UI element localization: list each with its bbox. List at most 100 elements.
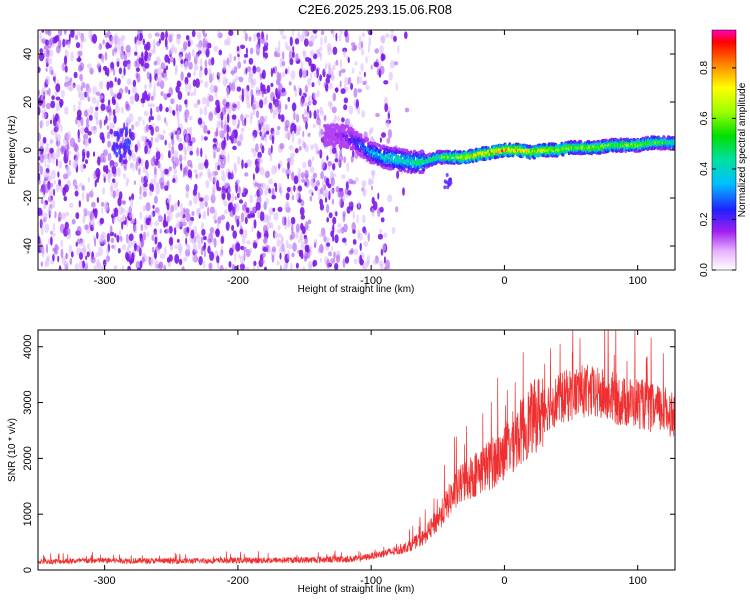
spectrogram-speckle bbox=[134, 51, 138, 56]
spectrogram-speckle bbox=[259, 195, 262, 205]
spectrogram-speckle bbox=[300, 60, 304, 71]
spectrogram-speckle bbox=[167, 32, 170, 39]
spectrogram-speckle bbox=[95, 167, 101, 178]
spectrogram-blob bbox=[128, 139, 131, 146]
spectrogram-speckle bbox=[244, 266, 250, 270]
spectrogram-speckle bbox=[261, 182, 266, 189]
spectrogram-speckle bbox=[307, 78, 312, 87]
spectrogram-speckle bbox=[90, 125, 94, 132]
spectrogram-speckle bbox=[226, 36, 231, 46]
spectrogram-speckle bbox=[116, 60, 120, 67]
spectrogram-speckle bbox=[280, 114, 285, 123]
spectrogram-speckle bbox=[54, 91, 58, 96]
spectrogram-speckle bbox=[148, 191, 153, 196]
spectrogram-speckle bbox=[216, 120, 221, 130]
spectrogram-speckle bbox=[167, 214, 170, 224]
spectrogram-speckle bbox=[140, 237, 144, 248]
spectrogram-speckle bbox=[208, 112, 214, 122]
spectrogram-speckle bbox=[128, 89, 131, 95]
spectrogram-speckle bbox=[172, 109, 176, 115]
spectrogram-speckle bbox=[277, 224, 281, 231]
spectrogram-speckle bbox=[249, 112, 253, 120]
spectrogram-speckle bbox=[128, 258, 134, 264]
spectrogram-speckle bbox=[256, 211, 261, 219]
spectrogram-speckle bbox=[144, 159, 149, 170]
spectrogram-speckle bbox=[255, 110, 260, 119]
spectrogram-speckle bbox=[80, 163, 84, 173]
spectrogram-speckle bbox=[237, 140, 242, 147]
spectrogram-speckle bbox=[317, 150, 322, 155]
spectrogram-speckle bbox=[214, 219, 218, 224]
spectrogram-speckle bbox=[333, 251, 336, 260]
spectrogram-speckle bbox=[302, 30, 308, 39]
spectrogram-speckle bbox=[329, 188, 334, 196]
spectrogram-blob bbox=[115, 130, 119, 137]
spectrogram-speckle bbox=[304, 181, 307, 187]
spectrogram-speckle bbox=[81, 37, 86, 43]
spectrogram-speckle bbox=[153, 175, 157, 186]
spectrogram-speckle bbox=[85, 159, 88, 165]
spectrogram-speckle bbox=[154, 32, 160, 37]
spectrogram-speckle bbox=[107, 140, 112, 148]
spectrogram-speckle bbox=[78, 200, 82, 208]
spectrogram-speckle bbox=[123, 122, 126, 131]
spectrogram-marks bbox=[38, 30, 675, 270]
spectrogram-speckle bbox=[243, 211, 248, 218]
spectrogram-speckle bbox=[140, 176, 145, 184]
spectrogram-speckle bbox=[68, 244, 72, 254]
spectrogram-speckle bbox=[288, 81, 292, 86]
spectrogram-speckle bbox=[122, 244, 126, 251]
spectrogram-speckle bbox=[395, 82, 398, 92]
spectrogram-speckle bbox=[64, 106, 69, 115]
spectrogram-speckle bbox=[239, 44, 246, 49]
spectrogram-speckle bbox=[60, 64, 63, 70]
spectrogram-speckle bbox=[241, 159, 244, 170]
spectrogram-speckle bbox=[274, 106, 279, 116]
spectrogram-speckle bbox=[369, 179, 375, 185]
spectrogram-ridge-point bbox=[413, 149, 416, 154]
spectrogram-speckle bbox=[207, 238, 213, 243]
spectrogram-speckle bbox=[240, 127, 245, 133]
spectrogram-speckle bbox=[180, 71, 184, 81]
spectrogram-speckle bbox=[231, 81, 236, 92]
spectrogram-speckle bbox=[276, 88, 281, 95]
spectrogram-speckle bbox=[172, 178, 176, 183]
spectrogram-speckle bbox=[263, 97, 267, 106]
spectrogram-speckle bbox=[137, 267, 141, 270]
spectrogram-speckle bbox=[387, 119, 390, 129]
spectrogram-speckle bbox=[237, 61, 242, 69]
spectrogram-speckle bbox=[246, 102, 251, 109]
spectrogram-speckle bbox=[134, 84, 137, 94]
spectrogram-speckle bbox=[151, 103, 155, 108]
spectrogram-speckle bbox=[220, 120, 224, 130]
spectrogram-speckle bbox=[295, 223, 300, 233]
spectrogram-speckle bbox=[236, 156, 241, 165]
spectrogram-speckle bbox=[58, 30, 63, 37]
spectrogram-speckle bbox=[367, 232, 370, 242]
spectrogram-speckle bbox=[319, 106, 323, 113]
spectrogram-speckle bbox=[243, 251, 246, 262]
spectrogram-speckle bbox=[76, 225, 82, 236]
spectrogram-speckle bbox=[175, 103, 179, 112]
spectrogram-speckle bbox=[287, 173, 290, 180]
spectrogram-blob bbox=[118, 149, 122, 155]
spectrogram-speckle bbox=[338, 198, 342, 207]
spectrogram-speckle bbox=[353, 248, 359, 256]
spectrogram-speckle bbox=[334, 234, 339, 244]
spectrogram-speckle bbox=[126, 210, 129, 217]
spectrogram-speckle bbox=[271, 194, 277, 200]
spectrogram-speckle bbox=[289, 234, 293, 241]
spectrogram-speckle bbox=[106, 106, 110, 113]
spectrogram-speckle bbox=[253, 32, 256, 43]
spectrogram-speckle bbox=[137, 31, 140, 40]
spectrogram-speckle bbox=[297, 167, 302, 178]
spectrogram-speckle bbox=[304, 237, 308, 245]
spectrogram-speckle bbox=[243, 59, 247, 64]
spectrogram-speckle bbox=[271, 246, 277, 253]
spectrogram-speckle bbox=[192, 188, 197, 197]
spectrogram-speckle bbox=[383, 80, 389, 85]
spectrogram-speckle bbox=[123, 166, 127, 171]
spectrogram-speckle bbox=[90, 188, 94, 195]
spectrogram-speckle bbox=[276, 260, 280, 266]
spectrogram-ridge-point bbox=[390, 157, 394, 161]
